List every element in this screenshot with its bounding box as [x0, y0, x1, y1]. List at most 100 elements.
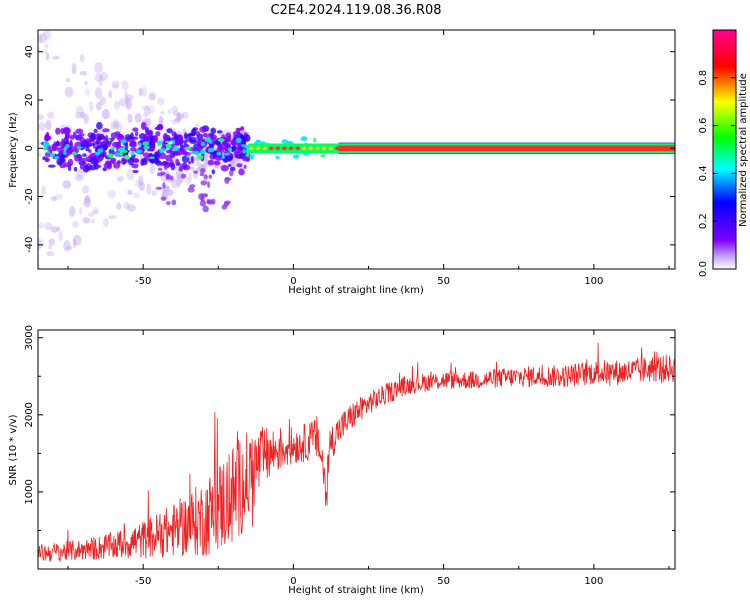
spectral-blob	[166, 128, 173, 134]
spectral-blob	[193, 143, 202, 150]
spectral-blob-faint	[142, 112, 148, 118]
spectral-peak	[124, 154, 130, 160]
spectral-blob-faint	[99, 96, 106, 106]
spectral-peak	[165, 143, 172, 148]
y-tick-label: -20	[24, 188, 35, 204]
spectral-blob-faint	[44, 222, 53, 231]
spectral-blob-faint	[102, 218, 109, 228]
spectral-peak	[223, 152, 231, 156]
spectral-peak	[302, 152, 309, 156]
snr-ylabel: SNR (10 * v/v)	[8, 414, 19, 485]
spectral-blob	[79, 163, 85, 170]
spectral-blob-faint	[46, 251, 55, 257]
spectral-peak	[159, 148, 163, 154]
spectral-blob	[155, 186, 163, 190]
spectral-blob-faint	[141, 105, 149, 111]
spectral-blob-faint	[188, 172, 192, 184]
spectral-blob	[115, 141, 122, 148]
spectral-blob-faint	[66, 78, 70, 83]
spectral-blob-faint	[71, 62, 77, 75]
spectral-blob-faint	[62, 180, 72, 189]
spectral-blob-faint	[54, 194, 63, 200]
spectral-blob-faint	[116, 176, 125, 182]
spectral-peak	[109, 146, 116, 151]
colorbar-tick-label: 0.4	[698, 165, 709, 181]
spectral-peak	[300, 136, 308, 142]
spectral-blob-faint	[108, 89, 113, 99]
spectral-blob-faint	[38, 152, 42, 157]
spectral-peak	[275, 146, 281, 151]
spectral-blob-faint	[50, 196, 57, 201]
spectral-peak	[248, 146, 254, 151]
spectral-peak	[120, 139, 127, 144]
spectral-blob	[193, 170, 199, 174]
x-tick-label: 0	[290, 576, 296, 587]
spectral-blob-faint	[47, 111, 55, 119]
spectral-blob	[102, 128, 110, 133]
spectral-peak	[135, 149, 143, 154]
spectral-blob	[75, 128, 84, 134]
spectral-peak	[200, 149, 206, 155]
spectral-blob-faint	[75, 174, 84, 181]
y-tick-label: 1000	[24, 479, 35, 504]
spectral-blob-faint	[79, 71, 88, 76]
spectral-blob	[170, 175, 174, 181]
spectral-blob-faint	[113, 100, 121, 110]
spectral-blob-faint	[84, 194, 90, 204]
spectral-blob-faint	[111, 80, 120, 89]
spectrogram-panel: -50 0 50 100 -40 -20 0 20 40 Height of straight …	[8, 29, 676, 296]
spectral-blob	[96, 121, 103, 130]
spectral-peak	[190, 150, 196, 155]
spectral-blob	[159, 162, 164, 166]
spectral-blob	[216, 130, 223, 134]
spectral-blob-faint	[159, 117, 165, 125]
spectral-blob	[82, 164, 90, 173]
spectral-blob-faint	[138, 88, 143, 97]
spectral-blob	[235, 127, 244, 131]
spectral-blob	[207, 199, 214, 205]
spectral-peak	[107, 138, 111, 142]
spectral-peak	[130, 151, 135, 156]
spectral-blob-faint	[124, 90, 128, 101]
spectral-blob	[157, 167, 163, 171]
spectral-peak	[76, 145, 82, 150]
spectral-blob-faint	[91, 210, 99, 215]
spectral-peak	[63, 146, 67, 153]
spectral-blob	[55, 127, 61, 135]
spectral-blob-faint	[80, 111, 86, 119]
spectral-peak	[217, 138, 225, 143]
spectral-blob	[220, 141, 228, 150]
spectral-blob	[146, 129, 153, 136]
spectral-blob-faint	[146, 183, 152, 195]
spectral-blob	[225, 177, 232, 181]
spectral-peak	[282, 146, 287, 151]
spectral-blob-faint	[72, 220, 79, 229]
spectral-peak	[42, 147, 48, 151]
spectral-blob	[133, 158, 139, 163]
spectral-peak	[320, 154, 326, 158]
spectral-blob	[217, 145, 222, 149]
spectral-blob	[46, 135, 52, 141]
spectral-blob	[210, 127, 217, 135]
spectral-blob-faint	[108, 215, 117, 220]
spectral-blob-faint	[135, 179, 144, 185]
spectral-blob	[51, 144, 59, 151]
spectral-blob-faint	[44, 44, 49, 49]
spectral-blob-faint	[38, 34, 43, 44]
spectral-blob	[155, 131, 161, 137]
spectral-blob-faint	[87, 212, 95, 217]
spectral-blob	[188, 160, 192, 165]
spectral-blob-faint	[84, 80, 88, 86]
spectral-blob-faint	[149, 163, 156, 174]
spectral-peak	[138, 142, 142, 147]
spectral-peak	[275, 155, 280, 160]
spectral-blob	[81, 157, 86, 163]
x-tick-label: 50	[437, 276, 450, 287]
spectral-blob-faint	[158, 115, 163, 126]
spectral-blob	[243, 164, 247, 169]
spectrogram-ylabel: Frequency (Hz)	[8, 112, 19, 188]
spectral-peak	[186, 155, 190, 158]
spectral-peak	[149, 156, 155, 159]
spectral-blob-faint	[75, 105, 84, 115]
spectral-blob	[180, 173, 187, 179]
